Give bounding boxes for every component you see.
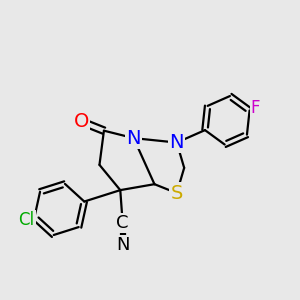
Text: N: N xyxy=(116,236,129,254)
Text: N: N xyxy=(126,129,141,148)
Text: Cl: Cl xyxy=(18,211,34,229)
Text: S: S xyxy=(171,184,183,202)
Text: N: N xyxy=(169,133,184,152)
Text: C: C xyxy=(116,214,129,232)
Text: F: F xyxy=(251,99,260,117)
Text: O: O xyxy=(74,112,89,131)
